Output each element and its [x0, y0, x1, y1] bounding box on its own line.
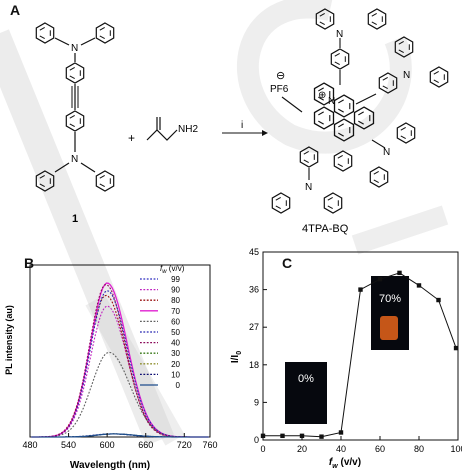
chart-c-point	[299, 433, 305, 439]
chart-b-series-40	[31, 284, 209, 438]
chart-b-xtick-label: 720	[177, 440, 192, 450]
chart-b-legend-label-99: 99	[171, 275, 180, 284]
chart-b-frame	[29, 264, 211, 438]
chart-b-ticks: 480 540 600 660 720 760	[22, 433, 218, 450]
chart-b-plot-area	[29, 264, 211, 438]
compound-1-label: 1	[72, 213, 78, 225]
chart-c-intensity-ratio: 0% 70% 0 20 40 60 80 100 0 9 18 27 36 45 fw (v/v) I/…	[230, 247, 462, 470]
panel-a-label: A	[10, 2, 21, 18]
chart-b-legend-label-10: 10	[171, 370, 180, 379]
chart-c-ytick-label: 9	[254, 397, 259, 407]
chart-c-xtick-label: 100	[450, 444, 462, 454]
counterion-charge: ⊖	[276, 70, 285, 82]
chart-c-point	[377, 276, 383, 282]
chart-b-legend-label-0: 0	[176, 381, 181, 390]
chart-b-ylabel: PL intensity (au)	[4, 305, 14, 375]
counterion-label: PF6	[270, 84, 289, 95]
chart-c-xtick-label: 0	[260, 444, 265, 454]
inset-0-percent-photo	[285, 362, 327, 424]
chart-b-legend-label-60: 60	[171, 317, 180, 326]
chart-c-xtick-label: 40	[336, 444, 346, 454]
chart-b-series	[31, 282, 209, 438]
chart-b-series-70	[31, 282, 209, 438]
chart-c-point	[280, 433, 285, 439]
chart-c-xlabel-sub: w	[332, 463, 338, 470]
chart-c-xtick-label: 20	[297, 444, 307, 454]
chart-c-point	[338, 430, 344, 435]
chart-b-series-0	[31, 433, 209, 438]
chart-c-ylabel-main: I/I	[230, 355, 241, 364]
chart-c-xlabel: fw (v/v)	[329, 457, 361, 470]
chart-b-xtick-label: 760	[202, 440, 217, 450]
product-amine-n-3: N	[383, 147, 390, 158]
chart-b-legend-label-70: 70	[171, 307, 180, 316]
chart-b-legend-label-50: 50	[171, 328, 180, 337]
chart-b-series-60	[31, 351, 209, 438]
chart-c-xtick-label: 80	[414, 444, 424, 454]
chart-c-ticks: 0 20 40 60 80 100 0 9 18 27 36 45	[249, 247, 462, 454]
reaction-arrow-head	[262, 130, 268, 136]
product-amine-n-4: N	[305, 182, 312, 193]
panel-b-label: B	[24, 255, 35, 271]
chart-b-xtick-label: 540	[61, 440, 76, 450]
chart-b-series-80	[31, 294, 209, 438]
chart-c-point	[260, 433, 266, 439]
chart-c-insets: 0% 70%	[285, 276, 409, 424]
chart-c-ytick-label: 36	[249, 285, 259, 295]
product-amine-n-1: N	[336, 29, 343, 40]
chart-c-point	[436, 297, 441, 303]
plus-sign: +	[128, 131, 135, 145]
chart-b-legend-label-90: 90	[171, 286, 180, 295]
ring-n: N	[328, 96, 335, 107]
chart-c-series	[260, 270, 459, 439]
product-amine-n-2: N	[403, 70, 410, 81]
chart-c-point	[397, 270, 402, 276]
chart-c-xtick-label: 60	[375, 444, 385, 454]
glowing-vial	[380, 316, 398, 340]
chart-b-xtick-label: 480	[22, 440, 37, 450]
chart-c-xlabel-f: f	[329, 457, 334, 468]
compound-1-structure: N N	[35, 22, 115, 192]
chart-b-xtick-label: 660	[138, 440, 153, 450]
chart-c-ylabel-sub: 0	[236, 351, 243, 355]
chart-c-point	[319, 434, 324, 439]
product-label: 4TPA-BQ	[302, 223, 349, 235]
product-structure: N N N N	[271, 8, 449, 214]
chart-c-ytick-label: 0	[254, 435, 259, 445]
chart-b-legend-label-30: 30	[171, 349, 180, 358]
amine-n-bottom: N	[71, 154, 78, 165]
chart-b-legend-label-20: 20	[171, 360, 180, 369]
chart-c-point	[453, 345, 459, 351]
chart-c-ytick-label: 27	[249, 322, 259, 332]
chart-c-point	[416, 283, 422, 288]
chart-c-ytick-label: 45	[249, 247, 259, 257]
amine-n-top: N	[71, 43, 78, 54]
chart-c-point	[358, 287, 363, 292]
chart-b-legend-label-40: 40	[171, 339, 180, 348]
reaction-scheme: N N 1 + NH2 i N	[35, 8, 449, 235]
chart-b-legend-title: fw (v/v)	[160, 264, 185, 275]
methallylamine-structure	[146, 117, 178, 141]
chart-b-legend-label-80: 80	[171, 296, 180, 305]
reagent-nh2: NH2	[178, 124, 198, 135]
chart-c-ylabel: I/I0	[230, 351, 243, 363]
inset-0-percent-label: 0%	[298, 373, 314, 385]
panel-c-label: C	[282, 255, 293, 271]
chart-b-xlabel: Wavelength (nm)	[70, 460, 150, 471]
inset-70-percent-label: 70%	[379, 293, 401, 305]
cation-charge: ⊕	[318, 90, 326, 101]
chart-b-series-90	[31, 305, 209, 438]
chart-b-xtick-label: 600	[100, 440, 115, 450]
chart-c-xlabel-rest: (v/v)	[338, 457, 361, 468]
chart-c-ytick-label: 18	[249, 360, 259, 370]
arrow-condition: i	[241, 120, 243, 131]
